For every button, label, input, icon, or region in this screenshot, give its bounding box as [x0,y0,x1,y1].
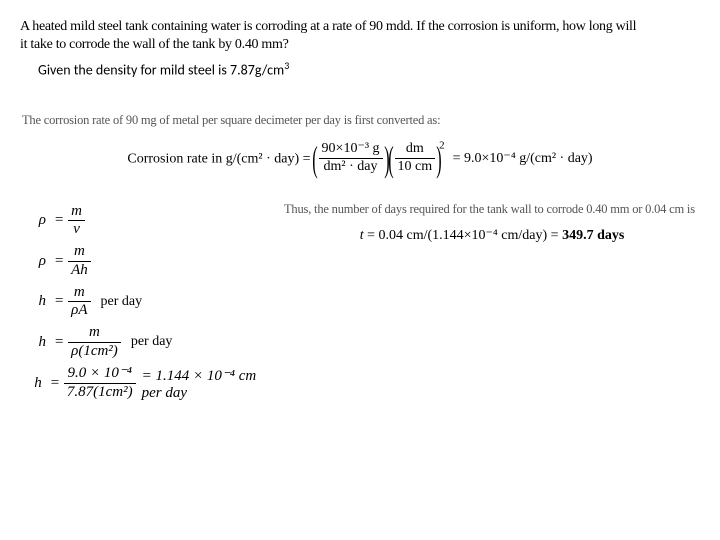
center-equation: Corrosion rate in g/(cm² · day) = ( 90×1… [20,138,700,180]
d5-num: 9.0 × 10⁻⁴ [64,366,136,384]
problem-line-2: it take to corrode the wall of the tank … [20,37,289,52]
deriv-row-5: h= 9.0 × 10⁻⁴ 7.87(1cm²) = 1.144 × 10⁻⁴ … [24,366,274,402]
problem-statement: A heated mild steel tank containing wate… [20,18,700,53]
center-eq-frac2-num: dm [395,142,436,159]
d2-num: m [68,244,91,262]
conversion-intro: The corrosion rate of 90 mg of metal per… [22,113,700,128]
result-prefix: = 0.04 cm/(1.144×10⁻⁴ cm/day) = [367,228,562,243]
d1-num: m [68,204,85,222]
d4-num: m [68,325,121,343]
center-eq-frac1-den: dm² · day [319,159,383,175]
d1-den: v [68,221,85,238]
d4-note: per day [131,334,173,350]
given-sup: 3 [284,59,289,72]
derivation-column: ρ= m v ρ= m Ah h= m ρA per day [20,202,274,408]
given-text: Given the density for mild steel is 7.87… [38,62,284,79]
problem-line-1: A heated mild steel tank containing wate… [20,19,636,34]
d3-num: m [68,285,90,303]
d5-rhs: = 1.144 × 10⁻⁴ cm per day [142,366,274,402]
deriv-row-2: ρ= m Ah [24,244,274,279]
center-eq-frac1: 90×10⁻³ g dm² · day [319,142,383,174]
d2-den: Ah [68,262,91,279]
deriv-row-4: h= m ρ(1cm²) per day [24,325,274,360]
center-eq-frac2-den: 10 cm [395,159,436,175]
center-eq-frac1-num: 90×10⁻³ g [319,142,383,159]
d3-note: per day [101,294,143,310]
given-density: Given the density for mild steel is 7.87… [38,59,700,79]
d4-den: ρ(1cm²) [68,343,121,360]
result-bold: 349.7 days [562,228,624,243]
lower-columns: ρ= m v ρ= m Ah h= m ρA per day [20,202,700,408]
result-column: Thus, the number of days required for th… [274,202,700,244]
required-line: Thus, the number of days required for th… [284,202,700,217]
page-root: A heated mild steel tank containing wate… [0,0,720,540]
d3-den: ρA [68,302,90,319]
d5-den: 7.87(1cm²) [64,384,136,401]
deriv-row-3: h= m ρA per day [24,285,274,320]
center-eq-frac2: dm 10 cm [395,142,436,174]
result-line: t = 0.04 cm/(1.144×10⁻⁴ cm/day) = 349.7 … [284,227,700,244]
center-eq-label: Corrosion rate in g/(cm² · day) = [127,151,310,166]
deriv-row-1: ρ= m v [24,204,274,239]
center-eq-rhs: = 9.0×10⁻⁴ g/(cm² · day) [453,151,593,166]
